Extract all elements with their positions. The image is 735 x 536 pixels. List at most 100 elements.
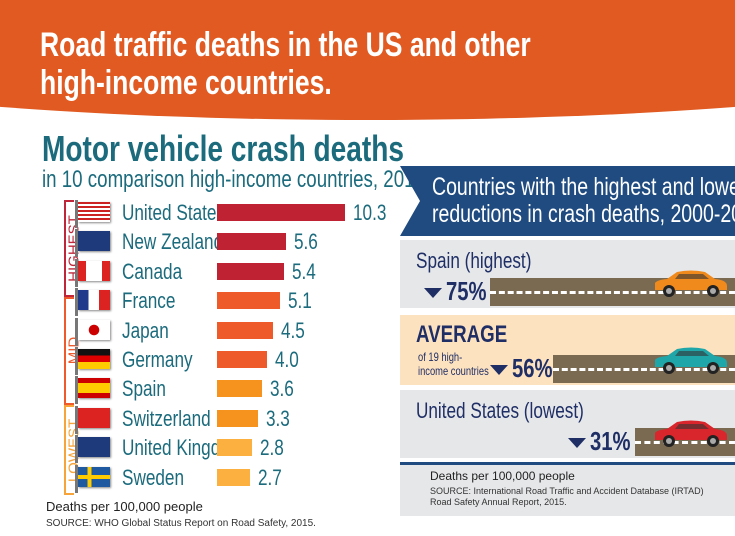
us-value: 31%: [590, 426, 631, 456]
flag-icon: [78, 319, 110, 340]
flag-pole: [75, 317, 78, 346]
flag-pole: [75, 405, 78, 434]
header-banner: Road traffic deaths in the US and other h…: [0, 0, 735, 120]
flag-pole: [75, 376, 78, 405]
value-label: 5.6: [294, 229, 325, 255]
down-arrow-icon: [490, 365, 508, 376]
car-icon: [655, 347, 727, 374]
value-text: 3.6: [269, 376, 294, 402]
spain-panel: Spain (highest) 75%: [400, 240, 735, 308]
spain-label: Spain (highest): [416, 248, 532, 273]
average-sub-1: of 19 high-: [418, 350, 463, 364]
value-label: 5.4: [292, 259, 323, 285]
flag-pole: [75, 200, 78, 228]
units-label: Deaths per 100,000 people: [46, 499, 203, 514]
country-label: New Zealand: [122, 229, 252, 255]
down-arrow-icon: [568, 438, 586, 449]
value-label: 2.7: [258, 465, 289, 491]
flag-icon: [78, 260, 110, 281]
flag-pole: [75, 347, 78, 375]
us-label: United States (lowest): [416, 398, 584, 423]
chart-subtitle: in 10 comparison high-income countries, …: [42, 166, 533, 194]
value-label: 4.5: [281, 318, 312, 344]
country-name: Japan: [122, 317, 169, 343]
flag-icon: [78, 231, 110, 252]
bar: [217, 439, 252, 457]
reductions-title-line-2: reductions in crash deaths, 2000-2013: [432, 200, 735, 228]
source-note: SOURCE: WHO Global Status Report on Road…: [46, 518, 316, 529]
value-text: 2.8: [259, 435, 284, 461]
title-line-1: Road traffic deaths in the US and other: [40, 26, 531, 64]
flag-pole: [75, 229, 78, 258]
bar-row: Sweden 2.7: [0, 463, 400, 493]
flag-icon: [78, 202, 110, 222]
country-name: Spain: [122, 376, 166, 402]
bar-row: United States 10.3: [0, 198, 400, 228]
chart-subtitle-text: in 10 comparison high-income countries, …: [42, 166, 425, 193]
bar: [217, 292, 281, 310]
flag-icon: [78, 290, 110, 311]
average-subtext: of 19 high-income countries: [418, 350, 489, 378]
value-label: 3.3: [266, 406, 297, 432]
page-title: Road traffic deaths in the US and other h…: [40, 26, 669, 102]
value-text: 10.3: [352, 200, 387, 225]
country-label: Sweden: [122, 465, 202, 491]
car-icon: [655, 270, 727, 297]
flag-icon: [78, 349, 110, 369]
flag-icon: [78, 378, 110, 399]
country-label: Switzerland: [122, 406, 236, 432]
bar-row: United Kingdom 2.8: [0, 433, 400, 464]
average-sub-2: income countries: [418, 364, 489, 378]
us-panel: United States (lowest) 31%: [400, 390, 735, 458]
reductions-title: Countries with the highest and lowest red…: [432, 174, 735, 228]
bar: [217, 468, 251, 486]
spain-value: 75%: [446, 276, 487, 306]
value-label: 10.3: [353, 200, 396, 226]
bar: [217, 351, 267, 368]
value-label: 4.0: [275, 347, 306, 373]
bracket-highest: [64, 200, 74, 297]
chart-title-text: Motor vehicle crash deaths: [42, 128, 405, 169]
flag-pole: [75, 435, 78, 464]
bar: [217, 233, 287, 251]
average-panel: AVERAGE of 19 high-income countries 56%: [400, 315, 735, 385]
country-label: United States: [122, 200, 254, 226]
bar-row: Canada 5.4: [0, 257, 400, 287]
country-label: Spain: [122, 376, 178, 402]
country-label: France: [122, 288, 190, 314]
value-text: 5.4: [291, 258, 316, 284]
country-label: Japan: [122, 318, 182, 344]
bar-row: Germany 4.0: [0, 345, 400, 375]
bar: [217, 262, 284, 280]
country-name: Sweden: [122, 464, 185, 490]
country-name: Canada: [122, 258, 183, 284]
flag-icon: [78, 437, 110, 458]
bar: [217, 321, 273, 339]
reductions-units: Deaths per 100,000 people: [430, 469, 575, 483]
bar: [217, 380, 262, 398]
car-icon: [655, 420, 727, 447]
bar-row: New Zealand 5.6: [0, 227, 400, 258]
average-label: AVERAGE: [416, 321, 508, 348]
bar-row: Spain 3.6: [0, 374, 400, 405]
title-line-2: high-income countries.: [40, 64, 332, 102]
value-label: 5.1: [288, 288, 319, 314]
average-value: 56%: [512, 353, 553, 383]
bar: [217, 204, 345, 221]
chart-title: Motor vehicle crash deaths: [42, 128, 506, 170]
bar-row: Switzerland 3.3: [0, 404, 400, 434]
reductions-title-line-1: Countries with the highest and lowest: [432, 173, 735, 201]
road: [490, 270, 735, 306]
road: [553, 347, 735, 383]
bar-row: Japan 4.5: [0, 316, 400, 346]
bar: [217, 409, 258, 427]
value-text: 4.0: [274, 347, 299, 372]
bar-row: France 5.1: [0, 286, 400, 317]
reductions-banner: Countries with the highest and lowest red…: [400, 166, 735, 236]
flag-pole: [75, 464, 78, 493]
value-text: 5.1: [288, 288, 313, 314]
value-label: 2.8: [260, 435, 291, 461]
country-name: United States: [122, 200, 226, 225]
country-name: New Zealand: [122, 229, 224, 255]
value-text: 2.7: [258, 464, 283, 490]
